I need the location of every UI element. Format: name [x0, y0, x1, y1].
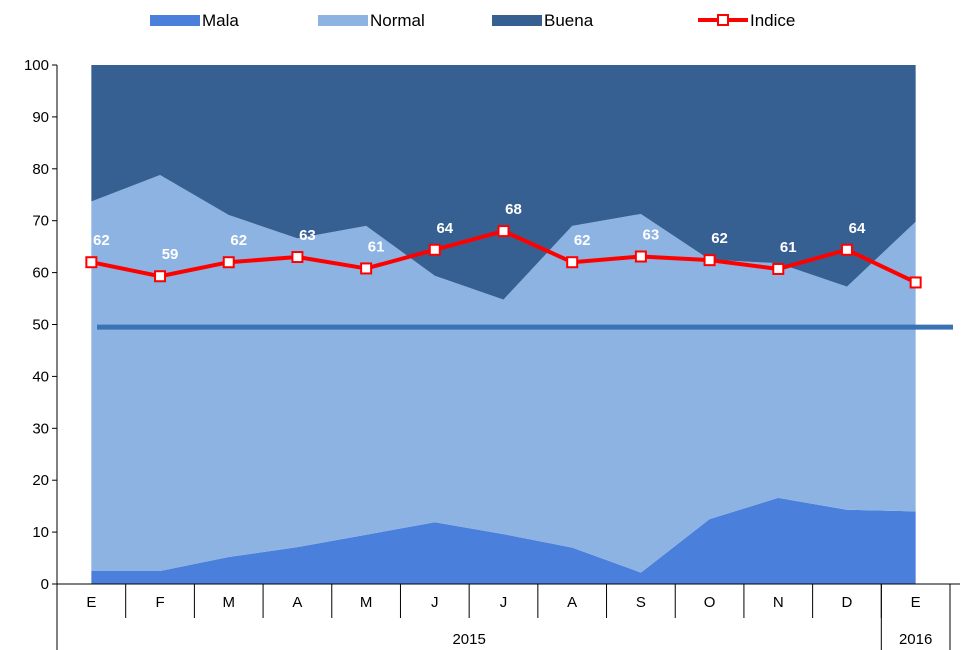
indice-marker	[222, 256, 235, 269]
x-tick-label: F	[155, 594, 164, 611]
y-tick-label: 20	[32, 472, 49, 489]
legend-label: Normal	[370, 11, 425, 30]
indice-marker	[85, 256, 98, 269]
x-tick-label: J	[500, 594, 508, 611]
indice-data-label: 68	[505, 201, 522, 218]
y-tick-label: 80	[32, 161, 49, 178]
indice-data-label: 62	[711, 230, 728, 247]
indice-data-label: 58	[917, 252, 934, 269]
area-normal	[91, 175, 916, 573]
stacked-areas	[91, 65, 916, 584]
x-tick-label: E	[911, 594, 921, 611]
x-tick-label: J	[431, 594, 439, 611]
indice-marker	[840, 243, 853, 256]
legend: Mala Normal Buena Indice	[150, 11, 795, 30]
legend-item-normal: Normal	[318, 11, 425, 30]
legend-label: Buena	[544, 11, 594, 30]
x-tick-label: N	[773, 594, 784, 611]
indice-data-label: 61	[368, 238, 385, 255]
area-mala	[91, 497, 916, 584]
year-label: 2015	[452, 631, 485, 648]
indice-marker	[703, 254, 716, 267]
legend-item-buena: Buena	[492, 11, 594, 30]
area-buena	[91, 65, 916, 300]
legend-label: Indice	[750, 11, 795, 30]
indice-marker	[360, 262, 373, 275]
indice-data-label: 64	[436, 220, 453, 237]
legend-swatch	[318, 15, 368, 26]
year-label: 2016	[899, 631, 932, 648]
indice-data-label: 59	[162, 246, 179, 263]
x-tick-label: M	[222, 594, 235, 611]
indice-marker	[497, 225, 510, 238]
indice-marker	[634, 250, 647, 263]
axes: 0 10 20 30 40 50 60 70 80 90 100 E F M A M J J A S O N D E 2015 2…	[24, 57, 960, 650]
indice-data-label: 61	[780, 239, 797, 256]
x-tick-label: A	[292, 594, 302, 611]
x-tick-label: O	[704, 594, 716, 611]
legend-swatch	[492, 15, 542, 26]
legend-swatch	[150, 15, 200, 26]
indice-marker	[566, 256, 579, 269]
indice-data-label: 62	[574, 232, 591, 249]
indice-marker	[428, 243, 441, 256]
indice-marker	[154, 270, 167, 283]
y-tick-label: 70	[32, 213, 49, 230]
y-tick-label: 50	[32, 317, 49, 334]
y-tick-label: 0	[41, 576, 49, 593]
indice-data-label: 63	[299, 227, 316, 244]
x-tick-label: S	[636, 594, 646, 611]
y-tick-label: 10	[32, 524, 49, 541]
indice-marker	[291, 251, 304, 264]
indice-data-label: 63	[643, 227, 660, 244]
y-tick-label: 100	[24, 57, 49, 74]
indice-data-label: 62	[93, 232, 110, 249]
y-tick-label: 60	[32, 265, 49, 282]
y-tick-label: 40	[32, 368, 49, 385]
x-tick-label: M	[360, 594, 373, 611]
x-tick-label: E	[86, 594, 96, 611]
y-tick-label: 90	[32, 109, 49, 126]
indice-data-label: 62	[230, 232, 247, 249]
indice-line-group: 62 59 62 63 61 64 68 62 63 62 61 64 58	[85, 201, 934, 289]
x-tick-label: A	[567, 594, 577, 611]
x-tick-label: D	[842, 594, 853, 611]
indice-marker	[772, 262, 785, 275]
indice-data-label: 64	[849, 220, 866, 237]
y-tick-label: 30	[32, 420, 49, 437]
legend-item-mala: Mala	[150, 11, 239, 30]
legend-swatch-marker	[717, 14, 729, 26]
legend-item-indice: Indice	[698, 11, 795, 30]
legend-label: Mala	[202, 11, 239, 30]
indice-marker	[909, 276, 922, 289]
